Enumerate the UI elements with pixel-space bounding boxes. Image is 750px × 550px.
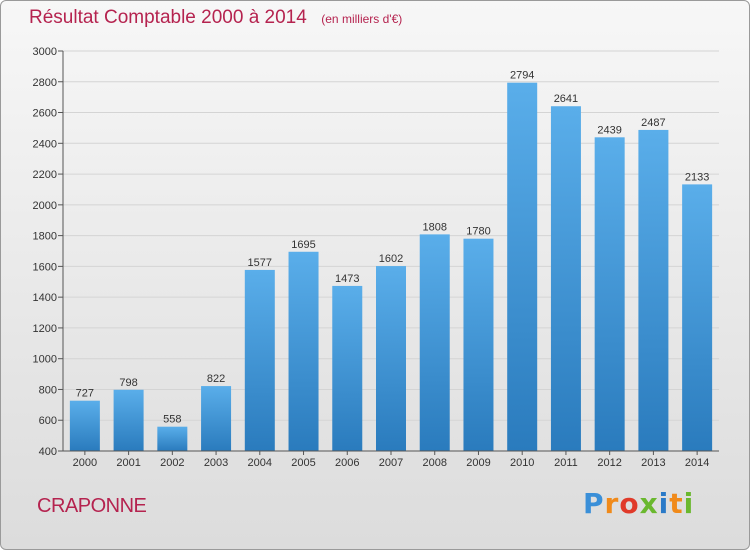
x-tick-label: 2010 bbox=[510, 457, 534, 469]
y-tick-label: 2000 bbox=[33, 200, 57, 212]
y-tick-label: 1000 bbox=[33, 354, 57, 366]
y-tick-label: 2400 bbox=[33, 138, 57, 150]
y-tick-label: 1200 bbox=[33, 323, 57, 335]
y-tick-label: 1400 bbox=[33, 292, 57, 304]
proxiti-logo: Proxiti bbox=[583, 487, 695, 520]
bar bbox=[463, 238, 494, 451]
bar bbox=[376, 266, 406, 451]
x-tick-label: 2002 bbox=[160, 457, 184, 469]
data-label: 1473 bbox=[335, 273, 359, 285]
x-tick-label: 2008 bbox=[422, 457, 446, 469]
data-label: 1780 bbox=[466, 226, 490, 238]
bar bbox=[157, 426, 188, 451]
data-label: 822 bbox=[207, 373, 225, 385]
x-tick-label: 2011 bbox=[554, 457, 578, 469]
x-tick-label: 2012 bbox=[597, 457, 621, 469]
bars: 727 798 558 822 1577 1695 1473 1602 1808 1780 2794… bbox=[69, 70, 713, 452]
y-tick-label: 800 bbox=[39, 384, 57, 396]
data-label: 2641 bbox=[554, 93, 578, 105]
data-label: 2487 bbox=[641, 117, 665, 129]
data-label: 2133 bbox=[685, 171, 709, 183]
x-tick-label: 2014 bbox=[685, 457, 709, 469]
y-tick-label: 600 bbox=[39, 415, 57, 427]
bar bbox=[332, 285, 363, 451]
y-tick-label: 400 bbox=[39, 446, 57, 458]
y-tick-label: 2600 bbox=[33, 108, 57, 120]
bar bbox=[244, 269, 275, 451]
bar bbox=[69, 400, 100, 451]
data-label: 1577 bbox=[248, 257, 272, 269]
data-label: 727 bbox=[76, 388, 94, 400]
y-tick-label: 1800 bbox=[33, 231, 57, 243]
data-label: 798 bbox=[119, 377, 137, 389]
bar bbox=[594, 137, 625, 452]
x-tick-label: 2009 bbox=[466, 457, 490, 469]
chart-title: Résultat Comptable 2000 à 2014 bbox=[29, 7, 307, 28]
bar bbox=[550, 106, 581, 451]
data-label: 2794 bbox=[510, 70, 534, 82]
x-tick-label: 2006 bbox=[335, 457, 359, 469]
commune-name: CRAPONNE bbox=[37, 495, 147, 517]
x-tick-label: 2005 bbox=[291, 457, 315, 469]
title-row: Résultat Comptable 2000 à 2014 (en milli… bbox=[29, 7, 402, 29]
x-tick-label: 2001 bbox=[116, 457, 140, 469]
data-label: 1695 bbox=[291, 239, 315, 251]
y-tick-label: 1600 bbox=[33, 261, 57, 273]
x-tick-label: 2013 bbox=[641, 457, 665, 469]
bar bbox=[288, 251, 319, 451]
y-tick-label: 2800 bbox=[33, 77, 57, 89]
y-tick-label: 3000 bbox=[33, 46, 57, 58]
bar bbox=[507, 82, 538, 451]
x-tick-label: 2003 bbox=[204, 457, 228, 469]
bar bbox=[638, 129, 669, 451]
bar bbox=[419, 234, 450, 451]
y-tick-label: 2200 bbox=[33, 169, 57, 181]
data-label: 1602 bbox=[379, 253, 403, 265]
data-label: 558 bbox=[163, 414, 181, 426]
x-tick-label: 2004 bbox=[248, 457, 272, 469]
x-tick-label: 2007 bbox=[379, 457, 403, 469]
bar bbox=[682, 184, 713, 451]
data-label: 1808 bbox=[422, 221, 446, 233]
chart-unit: (en milliers d'€) bbox=[321, 12, 403, 26]
axes: 400 600 800 1000 1200 1400 1600 1800 2000 2200 240… bbox=[33, 46, 719, 469]
data-label: 2439 bbox=[597, 124, 621, 136]
bar bbox=[113, 389, 144, 451]
x-tick-label: 2000 bbox=[73, 457, 97, 469]
bar bbox=[201, 386, 232, 451]
